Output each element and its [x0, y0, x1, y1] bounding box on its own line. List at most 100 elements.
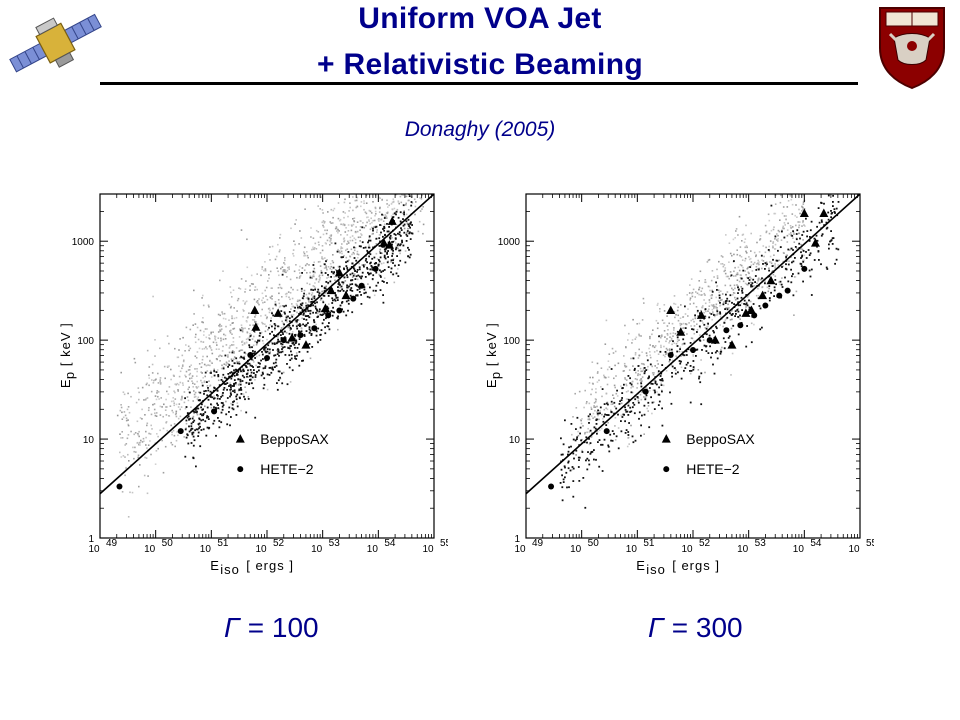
- simulated-point: [792, 237, 794, 239]
- simulated-point: [332, 306, 334, 309]
- simulated-point: [263, 269, 265, 272]
- simulated-point: [633, 412, 636, 415]
- simulated-point: [138, 398, 140, 401]
- simulated-point: [294, 346, 296, 349]
- simulated-point: [728, 335, 731, 338]
- simulated-point: [197, 407, 200, 410]
- simulated-point: [292, 249, 295, 251]
- simulated-point: [175, 439, 178, 442]
- simulated-point: [213, 368, 215, 371]
- simulated-point: [719, 311, 721, 314]
- simulated-point: [695, 349, 698, 351]
- simulated-point: [634, 338, 637, 340]
- simulated-point: [304, 310, 307, 313]
- simulated-point: [596, 432, 598, 435]
- simulated-point: [210, 372, 212, 374]
- simulated-point: [201, 381, 203, 384]
- simulated-point: [803, 259, 805, 262]
- hete2-point: [801, 265, 808, 272]
- legend-label: BeppoSAX: [686, 431, 755, 447]
- simulated-point: [702, 336, 704, 338]
- simulated-point: [310, 294, 313, 296]
- simulated-point: [678, 360, 681, 362]
- simulated-point: [348, 285, 350, 288]
- simulated-point: [758, 277, 760, 280]
- simulated-point: [607, 360, 610, 362]
- simulated-point: [708, 258, 711, 261]
- simulated-point: [831, 237, 834, 240]
- simulated-point: [218, 408, 221, 410]
- simulated-point: [287, 266, 289, 269]
- simulated-point: [703, 323, 706, 326]
- simulated-point: [125, 466, 127, 469]
- simulated-point: [624, 409, 627, 411]
- simulated-point: [715, 281, 717, 284]
- simulated-point: [378, 259, 380, 261]
- simulated-point: [654, 365, 656, 367]
- simulated-point: [216, 397, 219, 400]
- gamma-value: = 100: [247, 612, 319, 643]
- simulated-point: [676, 338, 679, 341]
- simulated-point: [403, 215, 406, 217]
- simulated-point: [607, 376, 610, 378]
- simulated-point: [230, 358, 233, 360]
- simulated-point: [774, 279, 777, 281]
- simulated-point: [721, 293, 724, 295]
- simulated-point: [352, 274, 355, 277]
- simulated-point: [206, 370, 209, 372]
- simulated-point: [774, 266, 776, 269]
- simulated-point: [721, 263, 724, 265]
- simulated-point: [581, 449, 583, 452]
- simulated-point: [120, 456, 123, 458]
- simulated-point: [725, 307, 727, 309]
- simulated-point: [701, 287, 704, 290]
- simulated-point: [651, 372, 654, 374]
- simulated-point: [220, 411, 223, 414]
- simulated-point: [403, 213, 405, 216]
- simulated-point: [295, 325, 298, 328]
- simulated-point: [165, 421, 168, 423]
- simulated-point: [576, 436, 578, 439]
- simulated-point: [749, 300, 752, 303]
- simulated-point: [610, 403, 612, 406]
- simulated-point: [696, 328, 699, 331]
- simulated-point: [341, 252, 343, 255]
- simulated-point: [399, 243, 402, 246]
- simulated-point: [603, 415, 605, 418]
- simulated-point: [219, 360, 221, 362]
- simulated-point: [343, 201, 346, 204]
- simulated-point: [217, 375, 220, 378]
- simulated-point: [392, 273, 395, 276]
- simulated-point: [242, 393, 245, 395]
- simulated-point: [134, 432, 137, 434]
- simulated-point: [679, 324, 682, 327]
- simulated-point: [285, 295, 288, 298]
- simulated-point: [186, 434, 189, 437]
- simulated-point: [337, 289, 339, 292]
- simulated-point: [407, 255, 409, 258]
- simulated-point: [121, 437, 124, 439]
- simulated-point: [232, 341, 235, 343]
- simulated-point: [593, 426, 596, 429]
- simulated-point: [640, 370, 642, 373]
- legend-triangle-icon: [235, 434, 245, 443]
- simulated-point: [310, 236, 312, 238]
- simulated-point: [336, 299, 339, 301]
- simulated-point: [679, 362, 682, 365]
- simulated-point: [243, 356, 245, 359]
- simulated-point: [723, 347, 726, 350]
- simulated-point: [319, 333, 322, 336]
- simulated-point: [564, 476, 566, 479]
- simulated-point: [383, 217, 386, 219]
- x-tick-label: 10: [88, 544, 100, 555]
- simulated-point: [660, 344, 662, 347]
- simulated-point: [649, 335, 651, 338]
- simulated-point: [352, 218, 354, 220]
- simulated-point: [733, 270, 735, 273]
- simulated-point: [751, 283, 753, 285]
- simulated-point: [361, 226, 364, 229]
- simulated-point: [326, 239, 329, 242]
- simulated-point: [384, 250, 387, 253]
- simulated-point: [257, 340, 259, 343]
- simulated-point: [726, 307, 729, 309]
